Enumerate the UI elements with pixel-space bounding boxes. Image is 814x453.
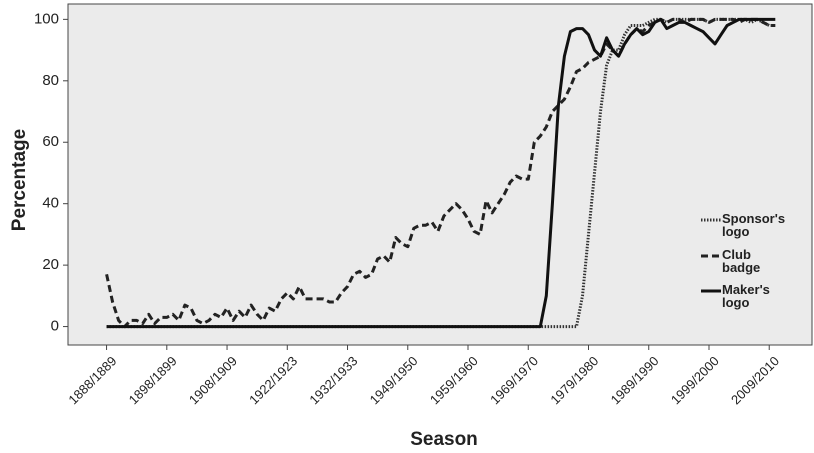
legend-swatch xyxy=(701,254,721,258)
x-tick-label: 1949/1950 xyxy=(367,353,421,407)
y-tick-label: 20 xyxy=(42,256,59,273)
x-axis-title: Season xyxy=(410,429,478,450)
x-tick-label: 1969/1970 xyxy=(487,353,541,407)
legend-item: Sponsor's logo xyxy=(700,212,810,238)
plot-area xyxy=(67,3,813,346)
x-tick-label: 1959/1960 xyxy=(427,353,481,407)
legend-swatch xyxy=(701,218,721,222)
legend-swatch xyxy=(701,289,721,293)
y-tick-label: 40 xyxy=(42,195,59,212)
legend-label: Sponsor's logo xyxy=(722,211,786,239)
legend-label: Club badge xyxy=(722,247,761,275)
x-tick-label: 1979/1980 xyxy=(547,353,601,407)
y-tick-label: 100 xyxy=(34,10,59,27)
legend-label: Maker's logo xyxy=(722,282,770,310)
y-tick-label: 80 xyxy=(42,72,59,89)
y-tick-label: 0 xyxy=(51,318,59,335)
x-tick-label: 1888/1889 xyxy=(65,353,119,407)
x-tick-label: 2009/2010 xyxy=(728,353,782,407)
x-tick-label: 1908/1909 xyxy=(186,353,240,407)
x-tick-label: 1922/1923 xyxy=(246,353,300,407)
y-tick-label: 60 xyxy=(42,133,59,150)
x-tick-label: 1932/1933 xyxy=(306,353,360,407)
x-tick-label: 1898/1899 xyxy=(126,353,180,407)
x-tick-label: 1989/1990 xyxy=(608,353,662,407)
series-line xyxy=(105,17,776,329)
x-tick-label: 1999/2000 xyxy=(668,353,722,407)
legend-item: Club badge xyxy=(700,248,810,274)
legend-item: Maker's logo xyxy=(700,283,810,309)
y-axis-title: Percentage xyxy=(9,129,30,231)
series-line xyxy=(106,17,776,329)
